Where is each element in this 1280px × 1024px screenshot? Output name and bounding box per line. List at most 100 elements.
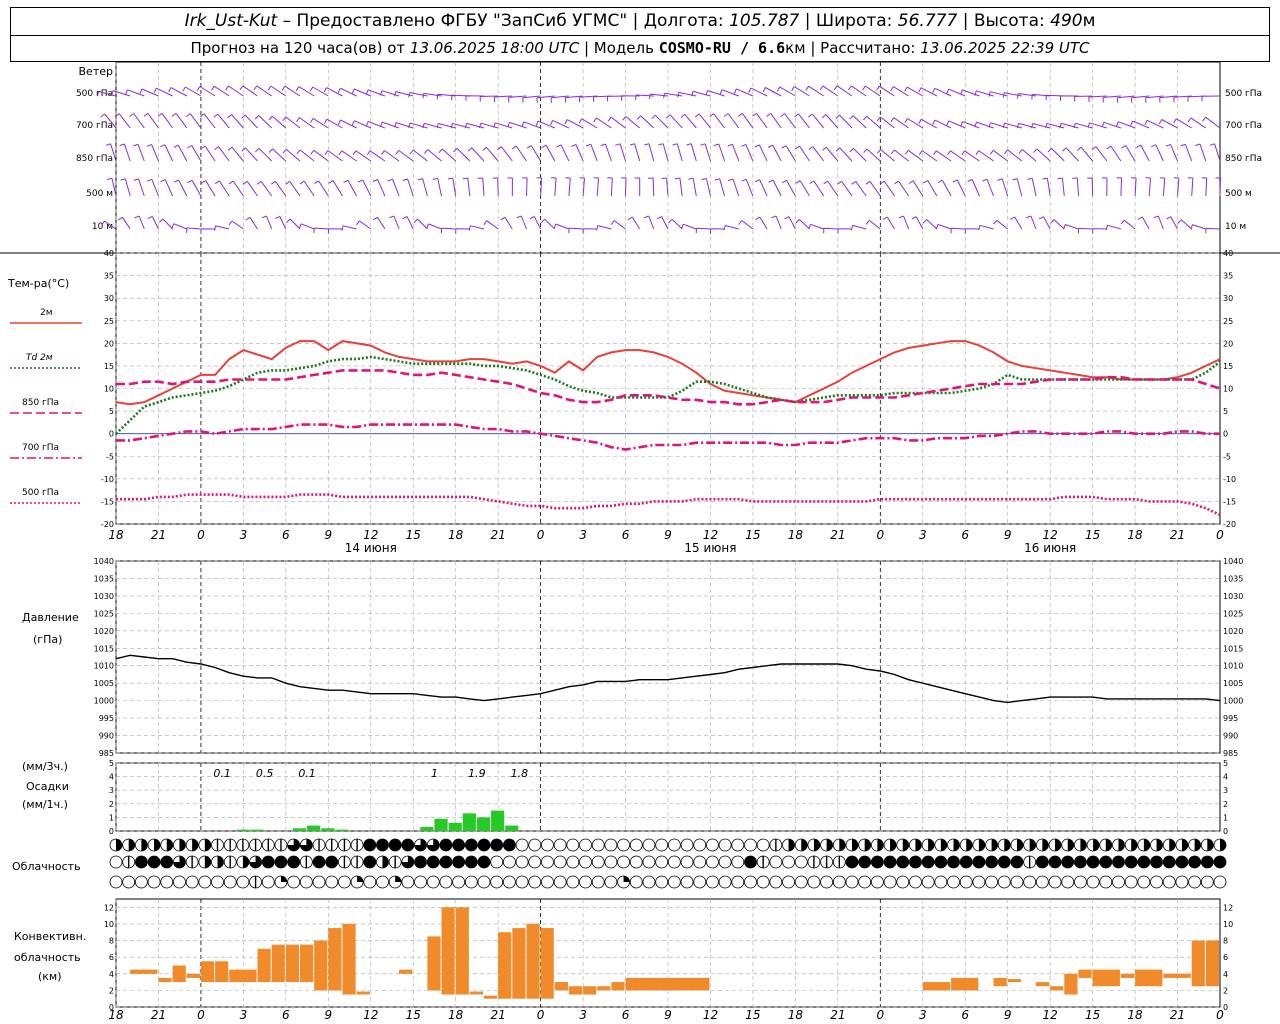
cloud-glyph-H xyxy=(782,838,795,852)
cloud-glyph-E xyxy=(706,838,719,852)
y-tick-label: 995 xyxy=(1223,714,1238,723)
cloud-glyph-E xyxy=(160,875,174,889)
wind-barb xyxy=(672,143,683,162)
conv-bar xyxy=(314,940,328,991)
cloud-glyph-E xyxy=(426,875,440,889)
wind-barb xyxy=(674,177,683,197)
wind-barb xyxy=(196,86,216,97)
cloud-glyph-F xyxy=(921,855,935,869)
wind-barb xyxy=(578,118,598,129)
cloud-glyph-E xyxy=(211,875,224,889)
y-tick-label: 1040 xyxy=(94,557,114,566)
wind-barb xyxy=(199,113,216,129)
cloud-glyph-H xyxy=(947,838,960,852)
wind-barb xyxy=(100,113,117,129)
wind-barb xyxy=(395,149,414,162)
cloud-circle xyxy=(325,875,339,889)
cloud-circle xyxy=(147,875,161,889)
wind-barb xyxy=(823,227,838,234)
y-tick-label: 6 xyxy=(1223,953,1228,962)
wind-barb xyxy=(961,150,980,162)
cloud-circle xyxy=(1175,855,1189,869)
cloud-circle xyxy=(185,875,199,889)
cloud-glyph-F xyxy=(997,855,1011,869)
cloud-glyph-L xyxy=(261,838,275,852)
cloud-circle xyxy=(363,875,377,889)
wind-barb xyxy=(593,177,599,197)
wind-barb xyxy=(688,177,697,197)
wind-barb xyxy=(610,220,626,230)
cloud-circle xyxy=(109,855,123,869)
day-label: 14 июня xyxy=(345,541,397,555)
cloud-circle xyxy=(325,855,339,869)
wind-barb xyxy=(1076,146,1093,162)
cloud-circle xyxy=(1188,875,1202,889)
pressure-title: Давление xyxy=(22,611,79,624)
wind-barb xyxy=(738,220,754,230)
cloud-glyph-E xyxy=(706,875,719,889)
cloud-glyph-E xyxy=(363,875,377,889)
conv-bar xyxy=(215,961,229,983)
wind-barb xyxy=(837,228,853,234)
y-tick-label: 15 xyxy=(104,362,114,371)
wind-barb xyxy=(146,143,159,162)
wind-barb xyxy=(946,88,966,97)
cloud-glyph-E xyxy=(604,838,618,852)
wind-level-label: 700 гПа xyxy=(76,121,113,131)
wind-barb xyxy=(201,180,216,197)
wind-barb xyxy=(865,180,881,197)
wind-barb xyxy=(947,150,966,162)
cloud-fill xyxy=(826,839,833,851)
wind-barb xyxy=(728,178,740,197)
cloud-glyph-L xyxy=(274,838,288,852)
wind-barb xyxy=(680,113,697,129)
cloud-circle xyxy=(718,855,732,869)
temp-line-4 xyxy=(116,493,1221,517)
cloud-circle xyxy=(642,875,656,889)
cloud-glyph-E xyxy=(845,875,859,889)
cloud-glyph-H xyxy=(1023,838,1037,852)
wind-barb xyxy=(337,119,357,129)
cloud-glyph-E xyxy=(680,875,694,889)
cloud-glyph-E xyxy=(566,855,580,869)
cloud-glyph-E xyxy=(997,875,1011,889)
cloud-glyph-H xyxy=(173,838,186,852)
x-tick-label: 6 xyxy=(961,1008,969,1022)
cloud-glyphs xyxy=(109,838,1227,889)
cloud-glyph-H xyxy=(1137,838,1151,852)
cloud-glyph-E xyxy=(756,838,770,852)
cloud-glyph-E xyxy=(693,855,707,869)
cloud-glyph-E xyxy=(1188,875,1202,889)
cloud-glyph-F xyxy=(1137,855,1151,869)
wind-barb xyxy=(978,224,994,231)
cloud-fill xyxy=(1067,839,1074,851)
cloud-glyph-H xyxy=(1162,838,1176,852)
wind-barb xyxy=(691,90,711,97)
precip-bar xyxy=(292,828,307,831)
cloud-glyph-L xyxy=(223,838,237,852)
cloud-glyph-F xyxy=(502,838,516,852)
cloud-glyph-E xyxy=(820,875,834,889)
cloud-glyph-E xyxy=(109,855,123,869)
cloud-glyph-F xyxy=(870,855,884,869)
wind-barb xyxy=(114,113,131,129)
wind-barb xyxy=(227,114,244,129)
wind-barb xyxy=(389,215,400,230)
y-tick-label: 1010 xyxy=(1223,662,1243,671)
cloud-circle xyxy=(794,855,808,869)
wind-barb xyxy=(313,227,329,234)
wind-barb xyxy=(876,85,895,97)
wind-barb xyxy=(328,180,343,197)
conv-bar xyxy=(1078,969,1092,978)
y-tick-label: 40 xyxy=(104,249,114,258)
conv-ticks: 12 12 10 10 8 8 6 6 4 4 2 2 0 0 xyxy=(104,903,1233,1012)
cloud-circle xyxy=(744,838,757,852)
cloud-circle xyxy=(211,875,224,889)
y-tick-label: 4 xyxy=(1223,970,1228,979)
x-tick-label: 15 xyxy=(745,1008,760,1022)
cloud-fill xyxy=(890,839,897,851)
cloud-circle xyxy=(617,838,630,852)
wind-barb xyxy=(932,119,952,129)
wind-barb xyxy=(904,86,924,97)
cloud-glyph-F xyxy=(477,855,491,869)
